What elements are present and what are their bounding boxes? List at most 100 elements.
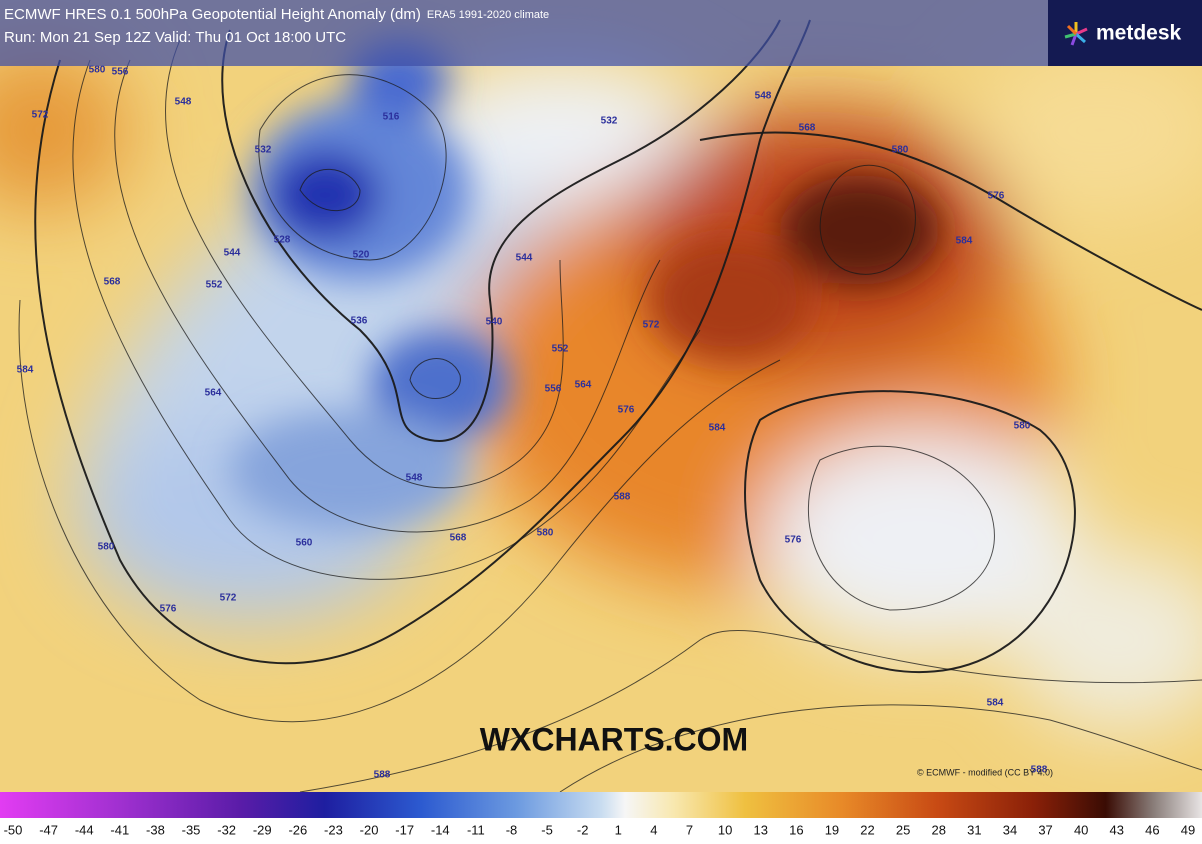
contour-label: 584 <box>17 365 34 376</box>
contour-label: 540 <box>486 317 503 328</box>
contour-label: 580 <box>89 65 106 76</box>
header-band <box>0 0 1048 66</box>
contour-label: 588 <box>1031 765 1048 776</box>
colorbar-tick-label: -11 <box>467 822 485 837</box>
contour-label: 576 <box>618 405 635 416</box>
contour-label: 560 <box>296 538 313 549</box>
contour-label: 552 <box>206 280 223 291</box>
contour-label: 572 <box>32 110 49 121</box>
colorbar-tick-label: -2 <box>577 822 589 837</box>
contour-line <box>18 299 781 723</box>
colorbar-tick-label: 13 <box>753 822 767 837</box>
colorbar-tick-label: -35 <box>182 822 201 837</box>
contour-label: 564 <box>205 388 222 399</box>
contour-label: 572 <box>220 593 237 604</box>
copyright: © ECMWF - modified (CC BY 4.0) <box>917 767 1053 777</box>
contour-label: 580 <box>537 528 554 539</box>
contour-label: 536 <box>351 316 368 327</box>
colorbar-tick-label: -41 <box>110 822 129 837</box>
contour-label: 568 <box>799 123 816 134</box>
colorbar-tick-label: 19 <box>825 822 839 837</box>
colorbar-tick-label: -38 <box>146 822 165 837</box>
climate: ERA5 1991-2020 climate <box>427 9 549 21</box>
colorbar-tick-label: 37 <box>1038 822 1052 837</box>
contour-line <box>699 131 1202 311</box>
contour-label: 544 <box>516 253 533 264</box>
contour-label: 520 <box>353 250 370 261</box>
contour-line <box>114 59 661 533</box>
contour-label: 528 <box>274 235 291 246</box>
contour-line <box>34 19 811 665</box>
contour-line <box>165 39 564 489</box>
colorbar-tick-label: 43 <box>1110 822 1124 837</box>
contour-label: 544 <box>224 248 241 259</box>
contour-label: 532 <box>255 145 272 156</box>
contour-line <box>559 704 1202 792</box>
colorbar-tick-label: -20 <box>360 822 379 837</box>
contour-line <box>258 74 447 261</box>
contour-label: 588 <box>614 492 631 503</box>
colorbar-tick-label: 4 <box>650 822 657 837</box>
colorbar-tick-label: -29 <box>253 822 272 837</box>
contour-label: 584 <box>956 236 973 247</box>
colorbar-ticks: -50 -47 -44 -41 -38 -35 -32 -29 -26 -23 -20 -17 -14 -… <box>4 822 1196 837</box>
colorbar-tick-label: -32 <box>217 822 236 837</box>
contour-label: 556 <box>112 67 129 78</box>
contour-label: 576 <box>988 191 1005 202</box>
contour-label: 584 <box>987 698 1004 709</box>
contour-label: 568 <box>104 277 121 288</box>
colorbar-tick-label: 10 <box>718 822 732 837</box>
contour-label: 548 <box>406 473 423 484</box>
colorbar-tick-label: 40 <box>1074 822 1088 837</box>
contour-label: 588 <box>374 770 391 781</box>
contour-line <box>409 358 461 399</box>
colorbar-tick-label: 46 <box>1145 822 1159 837</box>
logo-text: metdesk <box>1096 22 1182 45</box>
contour-label: 576 <box>785 535 802 546</box>
colorbar-tick-label: 28 <box>932 822 946 837</box>
contour-line <box>807 445 995 611</box>
logo-icon <box>1064 22 1088 46</box>
colorbar-tick-label: 25 <box>896 822 910 837</box>
colorbar-tick-label: -5 <box>541 822 553 837</box>
contours <box>18 19 1202 792</box>
colorbar-tick-label: -23 <box>324 822 343 837</box>
colorbar-tick-label: 22 <box>860 822 874 837</box>
colorbar <box>0 792 1202 818</box>
contour-label: 580 <box>892 145 909 156</box>
contour-labels: 580 556 572 548 516 532 528 520 544 552 568 584 564 5… <box>17 65 1048 781</box>
contour-line <box>221 19 781 442</box>
contour-label: 584 <box>709 423 726 434</box>
contour-label: 548 <box>755 91 772 102</box>
contour-label: 516 <box>383 112 400 123</box>
header-run: Run: Mon 21 Sep 12Z Valid: Thu 01 Oct 18… <box>4 29 346 46</box>
colorbar-tick-label: 1 <box>615 822 622 837</box>
contour-line <box>72 59 701 580</box>
contour-label: 580 <box>98 542 115 553</box>
contour-label: 556 <box>545 384 562 395</box>
colorbar-tick-label: 31 <box>967 822 981 837</box>
title: ECMWF HRES 0.1 500hPa Geopotential Heigh… <box>4 6 421 23</box>
colorbar-tick-label: -47 <box>39 822 58 837</box>
colorbar-tick-label: 34 <box>1003 822 1017 837</box>
contour-line <box>819 164 916 275</box>
colorbar-tick-label: -14 <box>431 822 450 837</box>
header-title: ECMWF HRES 0.1 500hPa Geopotential Heigh… <box>4 6 549 23</box>
contour-label: 564 <box>575 380 592 391</box>
contour-label: 532 <box>601 116 618 127</box>
contour-line <box>744 390 1076 673</box>
contour-label: 576 <box>160 604 177 615</box>
contour-label: 572 <box>643 320 660 331</box>
contour-label: 580 <box>1014 421 1031 432</box>
colorbar-tick-label: -8 <box>506 822 518 837</box>
watermark: WXCHARTS.COM <box>480 721 748 757</box>
contour-label: 568 <box>450 533 467 544</box>
colorbar-tick-label: -44 <box>75 822 94 837</box>
contour-label: 548 <box>175 97 192 108</box>
colorbar-tick-label: -26 <box>288 822 307 837</box>
contour-line <box>299 168 361 212</box>
colorbar-tick-label: 16 <box>789 822 803 837</box>
colorbar-tick-label: 49 <box>1181 822 1195 837</box>
